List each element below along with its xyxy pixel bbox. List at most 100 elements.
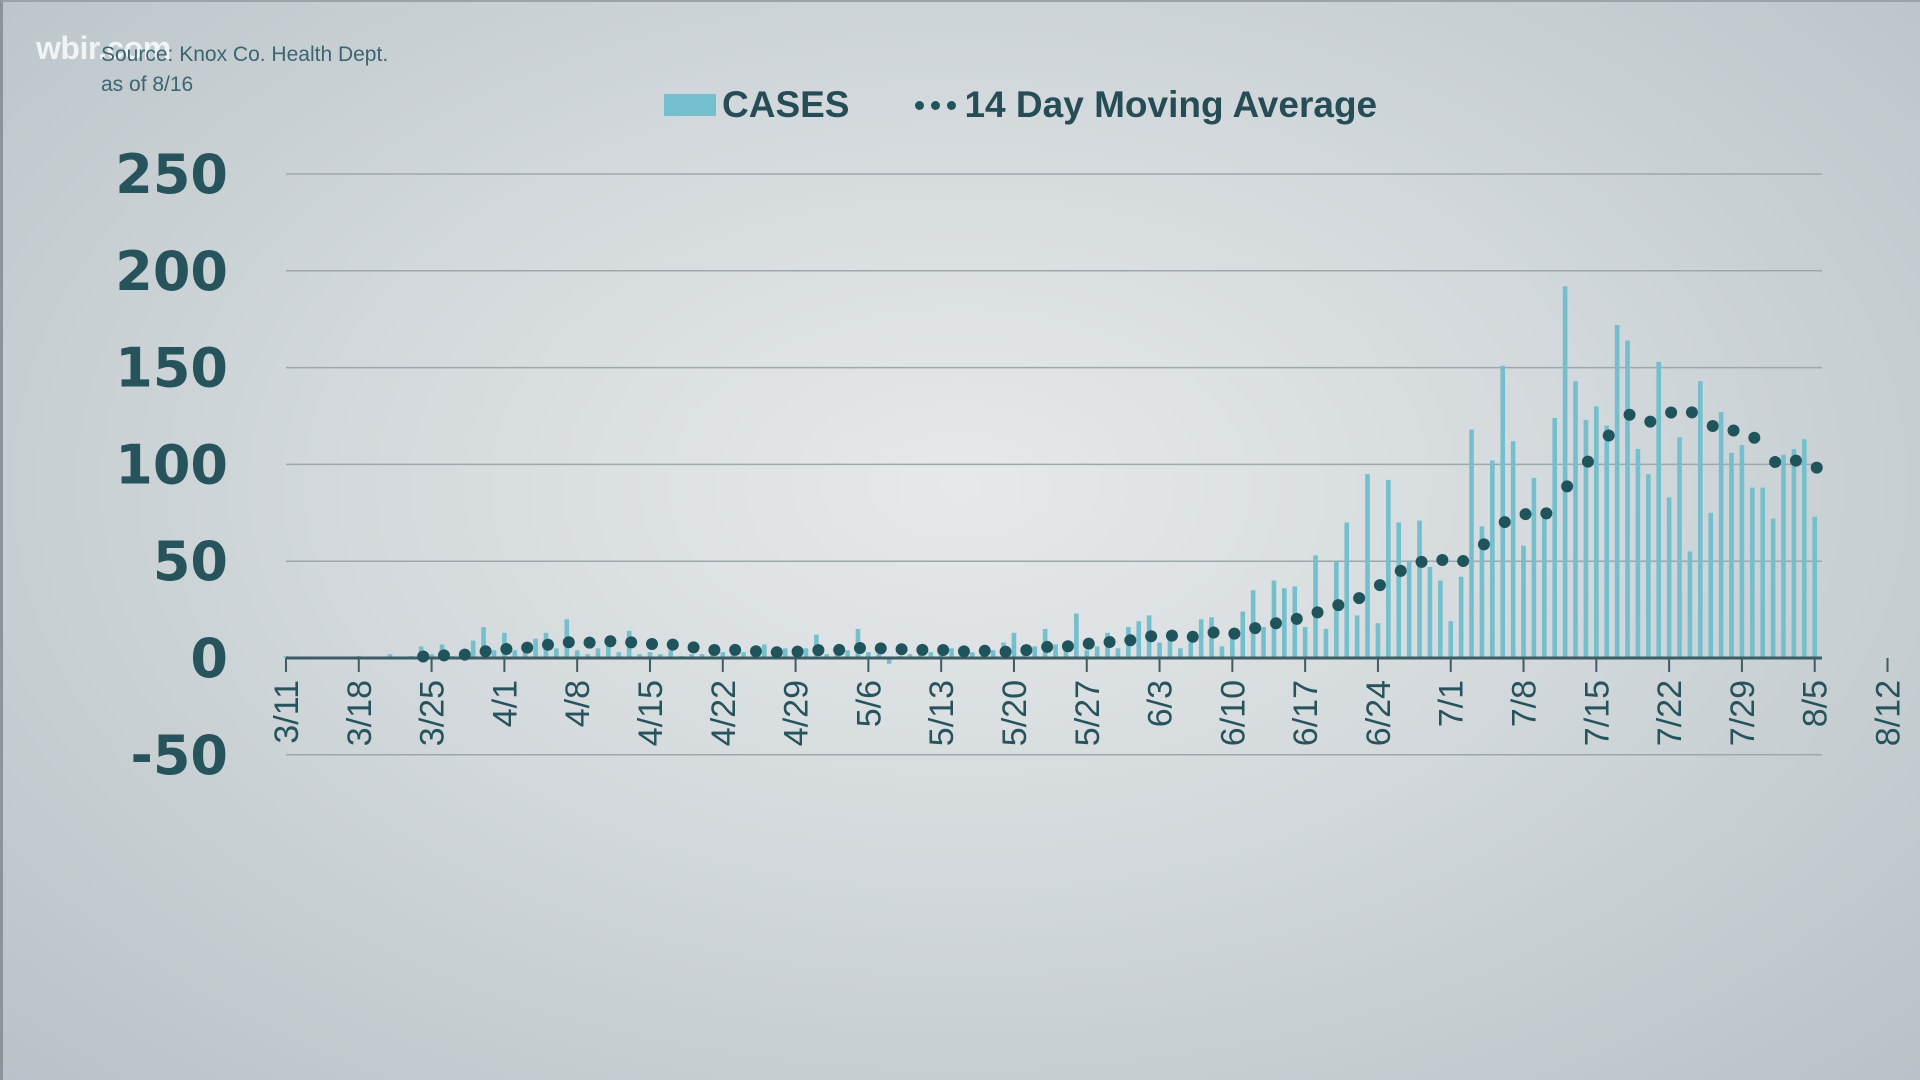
x-tick-label: 4/29 (778, 680, 816, 746)
y-axis-labels: 250 200 150 100 50 0 -50 (115, 143, 228, 787)
case-bar (1781, 454, 1786, 658)
case-bar (1583, 419, 1589, 658)
moving-average-dot (1207, 626, 1220, 639)
moving-average-dot (1165, 629, 1178, 642)
case-bar (1739, 445, 1745, 658)
moving-average-dot (957, 645, 970, 658)
moving-average-dot (1145, 630, 1158, 643)
case-bar (1469, 429, 1474, 658)
case-bar (1136, 621, 1142, 658)
x-tick-label: 5/20 (996, 680, 1034, 746)
moving-average-dot (1519, 508, 1532, 521)
case-bar (1011, 632, 1017, 658)
x-axis-labels: 3/11 3/18 3/25 4/1 4/8 4/15 4/22 4/29 5/6 5/13 5/2… (268, 680, 1908, 746)
x-tick-label: 6/17 (1287, 680, 1325, 746)
moving-average-dot (1436, 553, 1449, 566)
moving-average-dot (1269, 617, 1282, 630)
moving-average-dot (1124, 634, 1137, 647)
moving-average-dot (479, 645, 492, 658)
case-bar (1718, 412, 1724, 658)
case-bar (1635, 448, 1641, 658)
case-bar (668, 650, 674, 658)
case-bar (1458, 576, 1464, 658)
moving-average-dot (833, 643, 846, 656)
moving-average-dot (666, 638, 679, 651)
moving-average-dot (583, 636, 596, 649)
case-bar (512, 650, 518, 658)
case-bar (1282, 588, 1287, 658)
case-bar (1760, 487, 1766, 658)
moving-average-dot (500, 643, 513, 656)
case-bar (1573, 381, 1578, 658)
case-bar (1157, 642, 1162, 658)
chart-legend: CASES 14 Day Moving Average (664, 84, 1377, 126)
case-bar (595, 648, 601, 658)
case-bar (1729, 452, 1734, 658)
case-bar (1490, 460, 1495, 658)
case-bar (1313, 555, 1318, 658)
case-bar (1365, 474, 1370, 658)
case-bar (1375, 623, 1381, 658)
case-bar (689, 654, 694, 658)
cases-legend-label: CASES (722, 84, 850, 125)
case-bar (616, 652, 622, 658)
case-bar (1656, 361, 1662, 658)
y-tick-label: 50 (153, 530, 228, 593)
x-axis (285, 656, 1889, 672)
case-bar (658, 654, 663, 658)
case-bar (1510, 441, 1516, 658)
moving-average-dot (937, 643, 950, 656)
moving-average-dot (625, 636, 638, 649)
y-tick-label: 0 (190, 627, 228, 690)
moving-average-dot (458, 648, 471, 661)
case-bar (886, 658, 892, 664)
x-tick-label: 4/1 (486, 680, 524, 727)
moving-average-dot (1415, 555, 1428, 568)
moving-average-dot (1082, 637, 1095, 650)
case-bar (1698, 381, 1703, 658)
case-bar (429, 654, 434, 658)
x-tick-label: 3/25 (414, 680, 452, 746)
x-tick-label: 3/11 (268, 680, 306, 744)
case-bar (1542, 512, 1547, 658)
moving-average-dot (1665, 406, 1678, 419)
x-tick-label: 7/8 (1506, 680, 1544, 727)
case-bar (574, 650, 580, 658)
case-bar (741, 652, 746, 658)
case-bar (1791, 448, 1797, 658)
case-bar (1646, 474, 1651, 658)
case-bar (1240, 611, 1246, 658)
case-bar (762, 644, 767, 658)
case-bar (970, 652, 975, 658)
case-bar (1115, 648, 1121, 658)
case-bar (1708, 512, 1714, 658)
case-bar (1604, 425, 1610, 658)
case-bar (1521, 545, 1526, 658)
x-tick-label: 5/27 (1069, 680, 1107, 746)
case-bar (1666, 497, 1672, 658)
moving-average-dot (1498, 516, 1511, 529)
moving-average-dot (1602, 429, 1615, 442)
x-tick-label: 6/10 (1214, 680, 1252, 746)
moving-average-dot (1706, 419, 1719, 432)
case-bar (1063, 650, 1069, 658)
y-tick-label: 100 (115, 433, 228, 496)
case-bar (1500, 365, 1506, 658)
y-tick-label: 250 (115, 143, 228, 206)
case-bar (1614, 325, 1620, 658)
case-bar (1354, 615, 1360, 658)
moving-average-dot (604, 635, 617, 648)
case-bar (866, 652, 871, 658)
moving-average-dot (1457, 555, 1470, 568)
moving-average-dot (1623, 408, 1636, 421)
case-bar (907, 654, 913, 658)
case-bar (1812, 516, 1818, 658)
case-bar (1053, 644, 1058, 658)
case-bar (1198, 619, 1204, 658)
moving-average-dot (1727, 424, 1740, 437)
case-bar (720, 652, 726, 658)
case-bar (1406, 561, 1412, 658)
moving-average-dot (1103, 635, 1116, 648)
moving-average-dot (874, 642, 887, 655)
case-bar (1479, 526, 1485, 658)
